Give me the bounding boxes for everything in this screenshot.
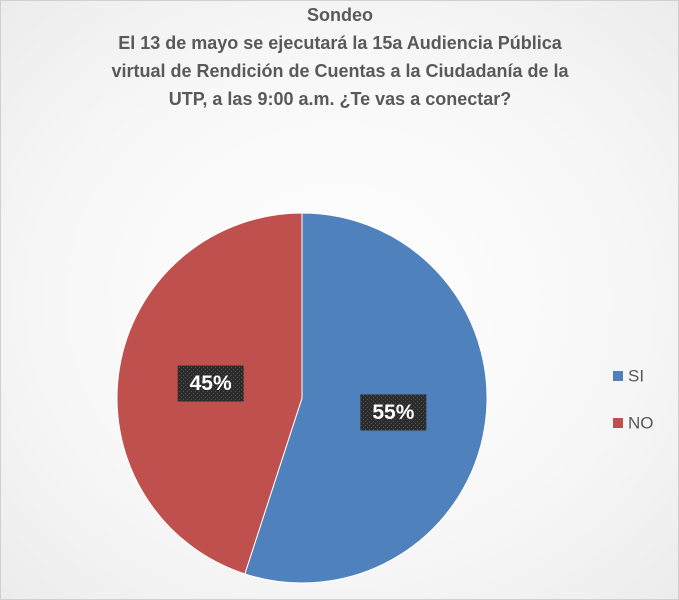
legend-swatch — [613, 418, 623, 428]
data-label: 55% — [372, 401, 414, 424]
legend-label: SI — [628, 366, 644, 385]
chart-subtitle: UTP, a las 9:00 a.m. ¿Te vas a conectar? — [169, 89, 512, 109]
data-label: 45% — [190, 372, 232, 395]
data-label-box — [360, 394, 427, 431]
chart-subtitle: virtual de Rendición de Cuentas a la Ciu… — [111, 61, 569, 81]
chart-title: Sondeo — [307, 5, 373, 25]
chart-subtitle: El 13 de mayo se ejecutará la 15a Audien… — [118, 33, 563, 53]
legend-label: NO — [628, 413, 654, 432]
legend-swatch — [613, 371, 623, 381]
data-label-box — [177, 365, 244, 402]
